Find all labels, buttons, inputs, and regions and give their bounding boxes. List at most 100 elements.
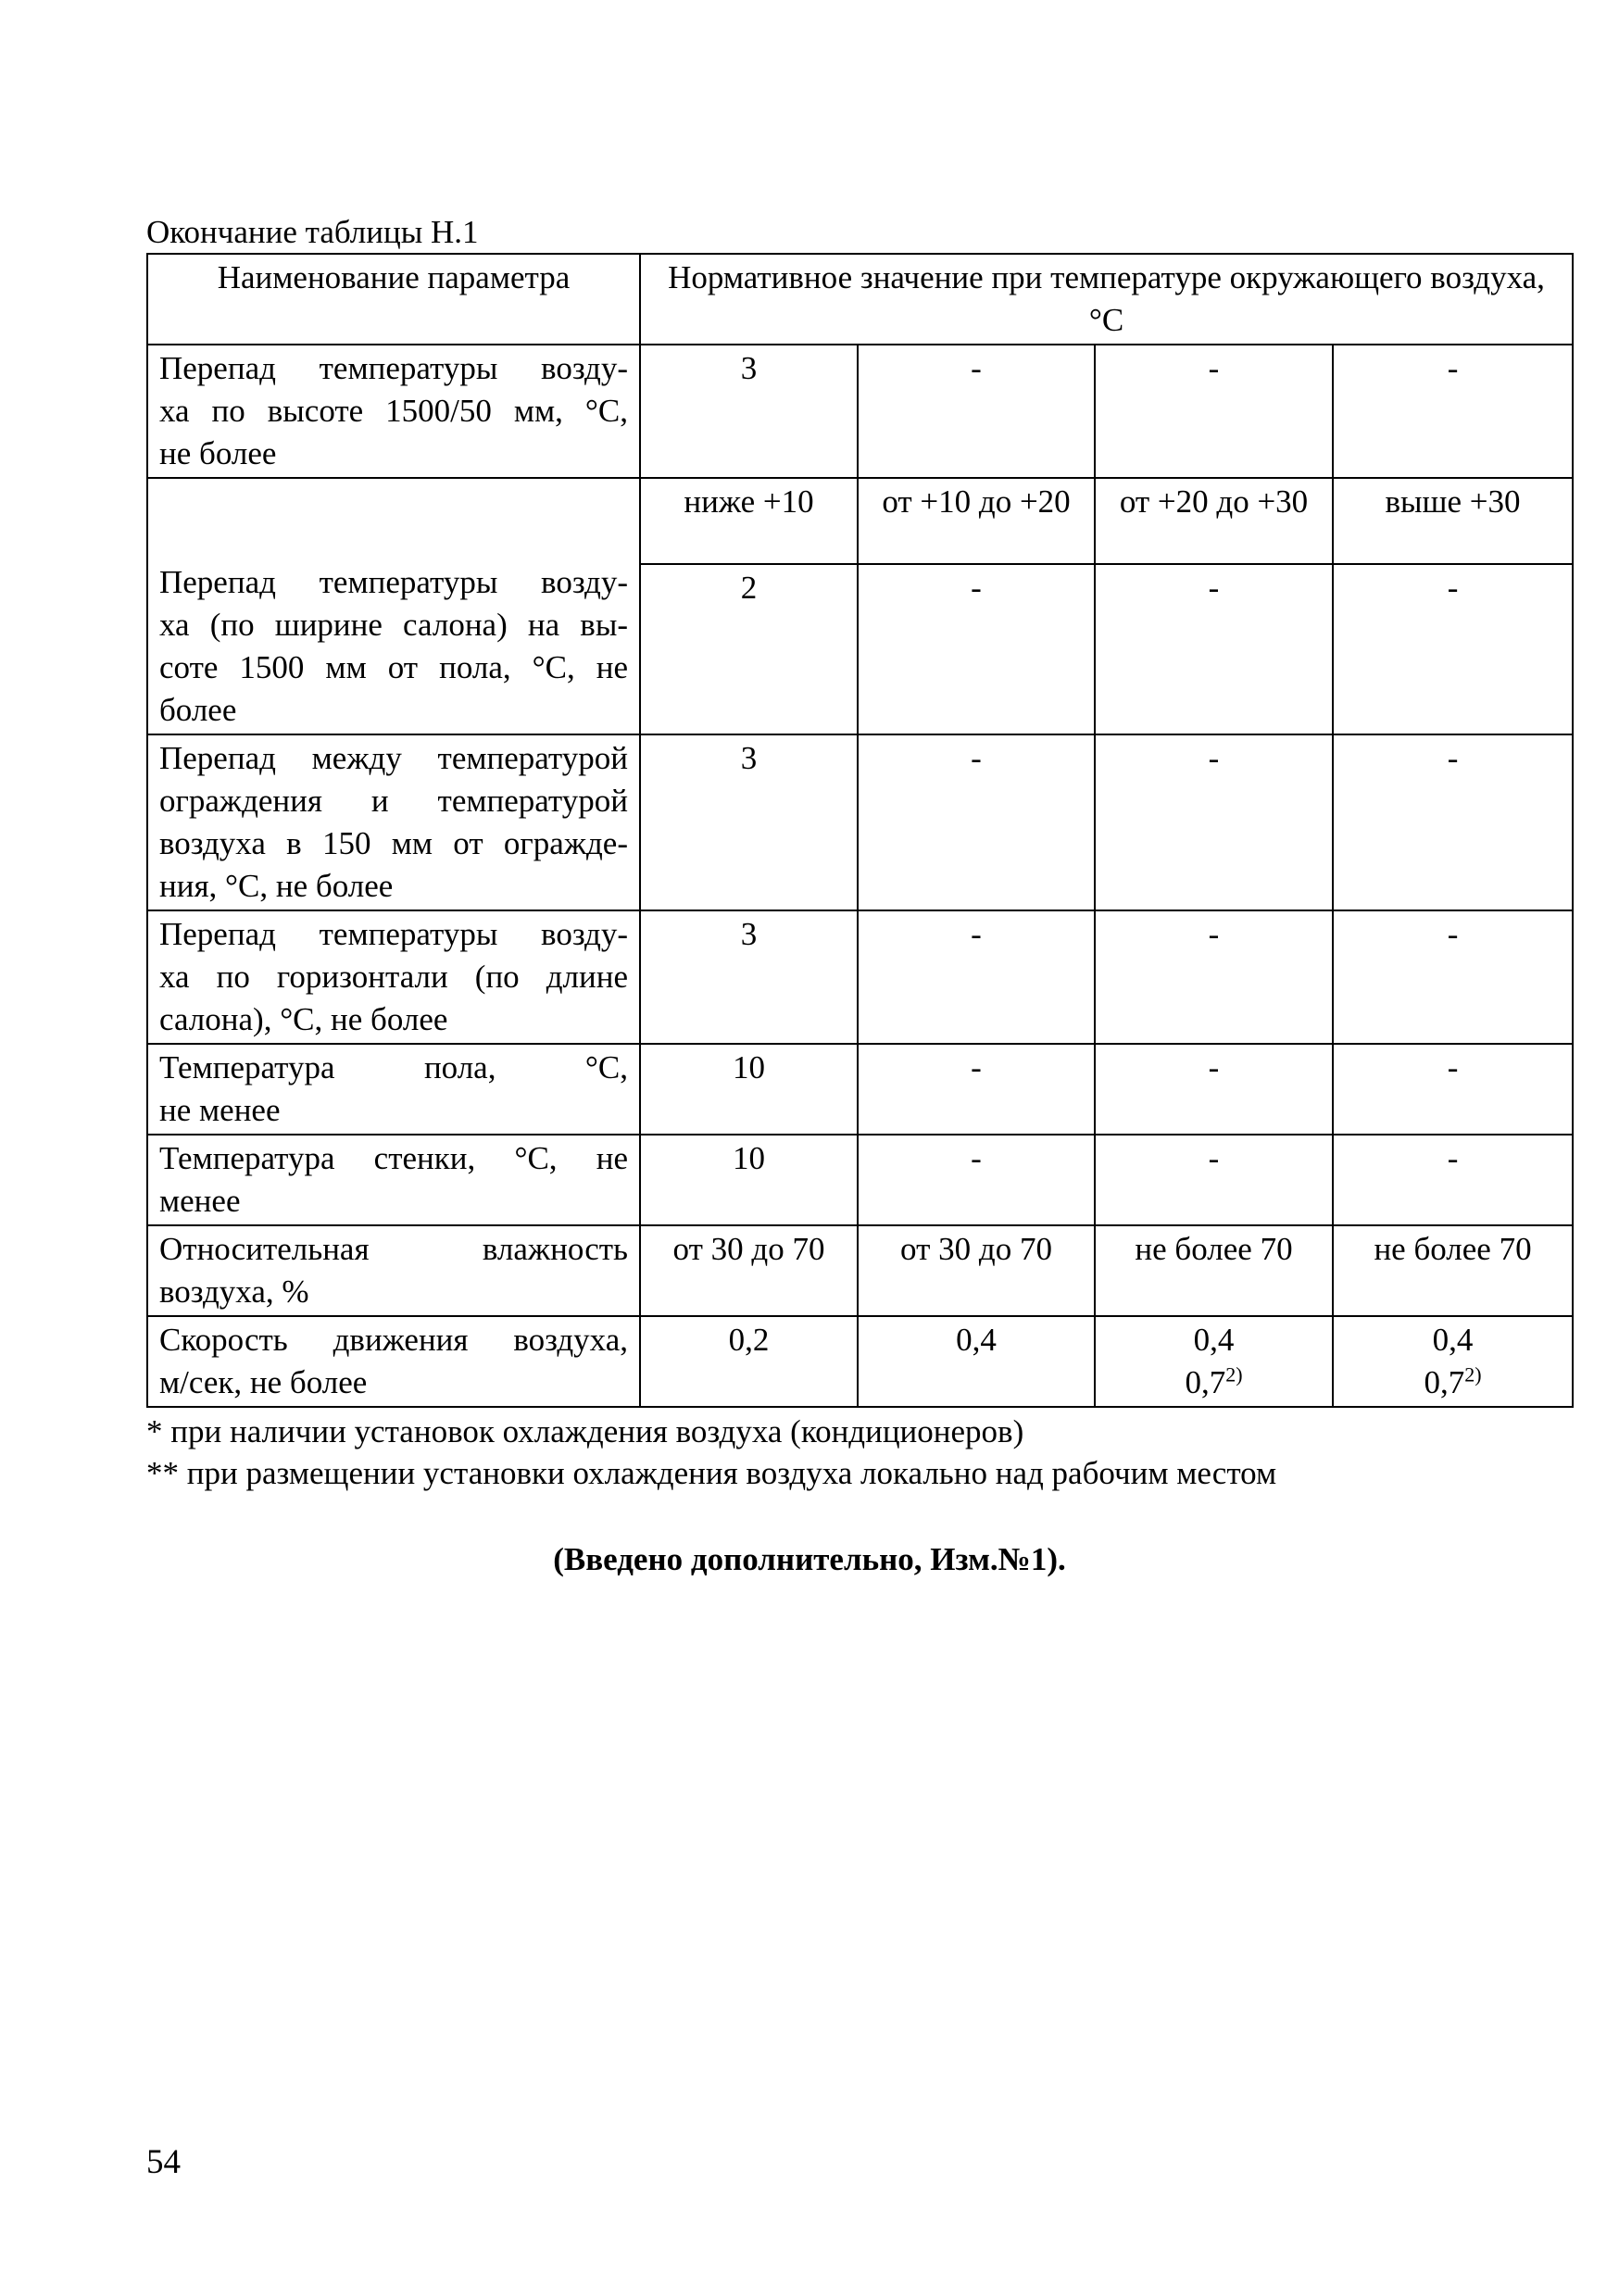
- value-cell: -: [1094, 910, 1334, 1045]
- value-cell: -: [857, 734, 1096, 911]
- row-name-line: Перепад температуры возду-: [159, 916, 628, 952]
- value-extra: 0,7: [1185, 1364, 1226, 1400]
- value: 0,4: [1432, 1322, 1474, 1358]
- value: -: [971, 740, 982, 776]
- value-cell: -: [1331, 910, 1575, 1045]
- table-row: Перепад между температурой ограждения и т…: [146, 734, 1575, 911]
- value: 0,4: [1193, 1322, 1235, 1358]
- value-cell: -: [857, 563, 1096, 735]
- value: 0,4: [956, 1322, 997, 1358]
- row-name-line: воздуха в 150 мм от огражде-: [159, 825, 628, 861]
- footnote: ** при размещении установки охлаждения в…: [146, 1455, 1277, 1491]
- value-cell: от 30 до 70: [639, 1224, 859, 1317]
- temp-range: от +20 до +30: [1094, 477, 1334, 565]
- row-name: Перепад температуры возду-ха (по ширине …: [146, 477, 641, 735]
- value: -: [1447, 570, 1459, 606]
- value-cell: 2: [639, 563, 859, 735]
- value-cell: -: [1094, 563, 1334, 735]
- value: от 30 до 70: [672, 1231, 825, 1267]
- value: 3: [740, 350, 758, 386]
- header-value: Нормативное значение при температуре окр…: [638, 253, 1575, 345]
- footnote-ref: 2): [1464, 1362, 1482, 1386]
- table-row: 2 - - -: [147, 563, 1575, 735]
- value: не более 70: [1374, 1231, 1532, 1267]
- value: 3: [740, 740, 758, 776]
- table-row: Температура пола, °С, не менее 10 - - -: [146, 1043, 1575, 1135]
- value-cell: -: [1331, 1043, 1575, 1135]
- value: -: [1208, 740, 1220, 776]
- row-name-line: ха (по ширине салона) на вы-: [159, 607, 628, 643]
- value: -: [971, 916, 982, 952]
- row-name: Перепад между температурой ограждения и т…: [146, 734, 641, 911]
- row-name-line: воздуха, %: [159, 1273, 309, 1310]
- value-cell: 3: [639, 910, 859, 1045]
- temp-range: выше +30: [1331, 477, 1575, 565]
- row-name-line: ограждения и температурой: [159, 783, 628, 819]
- value-cell: 0,4: [857, 1315, 1096, 1408]
- row-name-line: ния, °С, не более: [159, 868, 394, 904]
- value: 10: [733, 1049, 765, 1085]
- value: 10: [733, 1140, 765, 1176]
- value-extra: 0,7: [1424, 1364, 1465, 1400]
- value: -: [971, 570, 982, 606]
- value: -: [1447, 740, 1459, 776]
- value-cell: от 30 до 70: [857, 1224, 1096, 1317]
- value-cell: -: [1094, 1134, 1334, 1226]
- value-cell: -: [857, 1134, 1096, 1226]
- value-cell: -: [1094, 734, 1334, 911]
- header-param: Наименование параметра: [146, 253, 641, 345]
- value-cell: 0,4 0,72): [1331, 1315, 1575, 1408]
- value: -: [1208, 570, 1220, 606]
- value-cell: -: [1094, 344, 1334, 479]
- table-row: Относительная влажность воздуха, % от 30 д…: [146, 1224, 1575, 1317]
- table-row: Температура стенки, °С, не менее 10 - - -: [146, 1134, 1575, 1226]
- row-name: Перепад температуры возду-ха по высоте 1…: [146, 344, 641, 479]
- value: -: [1447, 350, 1459, 386]
- value-cell: 3: [639, 734, 859, 911]
- amendment-note: (Введено дополнительно, Изм.№1).: [553, 1541, 1066, 1577]
- temp-range-row: Перепад температуры возду-ха (по ширине …: [146, 477, 1575, 735]
- table-row: Перепад температуры возду-ха по горизонт…: [146, 910, 1575, 1045]
- row-name-line: Относительная влажность: [159, 1231, 628, 1267]
- row-name: Температура пола, °С, не менее: [146, 1043, 641, 1135]
- value: -: [971, 1049, 982, 1085]
- value-cell: 3: [639, 344, 859, 479]
- value-cell: -: [1331, 734, 1575, 911]
- footnote: * при наличии установок охлаждения возду…: [146, 1413, 1024, 1449]
- value: -: [971, 1140, 982, 1176]
- temp-range: ниже +10: [639, 477, 859, 565]
- value: -: [1447, 1049, 1459, 1085]
- row-name-line: Перепад между температурой: [159, 740, 628, 776]
- row-name: Скорость движения воздуха, м/сек, не боле…: [146, 1315, 641, 1408]
- row-name-line: не более: [159, 435, 277, 471]
- row-name-line: Скорость движения воздуха,: [159, 1322, 628, 1358]
- value: -: [1208, 916, 1220, 952]
- value-cell: -: [857, 910, 1096, 1045]
- value: -: [1208, 1049, 1220, 1085]
- value: -: [971, 350, 982, 386]
- row-name-line: Перепад температуры возду-: [159, 350, 628, 386]
- value-cell: -: [1331, 563, 1575, 735]
- value-cell: -: [857, 1043, 1096, 1135]
- value: 0,2: [728, 1322, 770, 1358]
- value-cell: 0,2: [639, 1315, 859, 1408]
- row-name-line: более: [159, 692, 237, 728]
- value: не более 70: [1135, 1231, 1293, 1267]
- row-name-line: соте 1500 мм от пола, °С, не: [159, 649, 628, 685]
- table-row: Скорость движения воздуха, м/сек, не боле…: [146, 1315, 1575, 1408]
- value-cell: 10: [639, 1043, 859, 1135]
- row-name: Относительная влажность воздуха, %: [146, 1224, 641, 1317]
- page-number: 54: [146, 2143, 181, 2181]
- temp-range: от +10 до +20: [857, 477, 1096, 565]
- value: -: [1447, 1140, 1459, 1176]
- row-name-line: Температура пола, °С,: [159, 1049, 628, 1085]
- value-cell: 10: [639, 1134, 859, 1226]
- value-cell: не более 70: [1094, 1224, 1334, 1317]
- table-header-row: Наименование параметра Нормативное значе…: [146, 253, 1575, 345]
- value-cell: -: [1331, 344, 1575, 479]
- parameters-table: Наименование параметра Нормативное значе…: [146, 253, 1575, 1408]
- value-cell: не более 70: [1331, 1224, 1575, 1317]
- value: -: [1208, 350, 1220, 386]
- row-name-line: салона), °С, не более: [159, 1001, 448, 1037]
- row-name-line: м/сек, не более: [159, 1364, 368, 1400]
